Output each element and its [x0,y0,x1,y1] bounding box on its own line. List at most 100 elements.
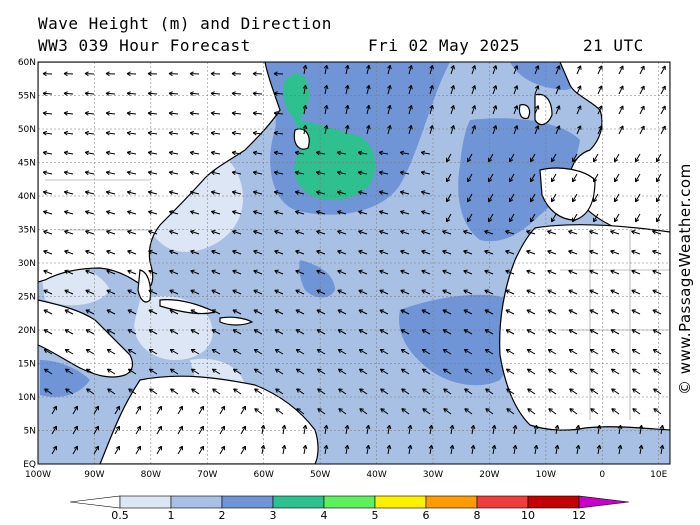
wave-arrow [509,193,515,203]
wave-arrow [302,124,308,135]
wave-arrow [42,170,53,176]
wave-arrow [572,213,578,223]
wave-arrow [589,269,599,275]
wave-arrow [316,368,326,375]
wave-arrow [357,190,368,195]
legend-tick-label: 6 [423,509,430,522]
wave-arrow [337,329,347,335]
wave-arrow [596,444,602,455]
wave-arrow [316,210,326,215]
wave-arrow [610,329,620,335]
wave-arrow [85,289,95,295]
wave-arrow [191,388,200,395]
wave-arrow [211,210,221,215]
wave-arrow [211,289,221,295]
wave-arrow [568,229,578,235]
wave-arrow [323,124,329,135]
wave-arrow [190,368,200,375]
wave-arrow [400,329,410,335]
wave-arrow [170,388,179,395]
wave-arrow [488,173,494,183]
lat-label: EQ [23,460,36,470]
wave-arrow [399,170,410,176]
wave-arrow [358,368,368,375]
wave-arrow [631,348,641,355]
wave-arrow [555,85,561,95]
legend-tick-label: 5 [372,509,379,522]
wave-arrow [252,150,263,156]
wave-arrow [470,444,476,455]
wave-arrow [253,309,263,315]
wave-arrow [429,85,434,95]
wave-arrow [660,65,666,75]
wave-arrow [316,229,326,235]
wave-arrow [105,190,116,195]
wave-arrow [337,368,347,375]
wave-arrow [593,153,599,163]
lon-label: 100W [25,470,51,480]
wave-arrow [408,84,413,95]
wave-arrow [168,111,179,116]
wave-arrow [106,269,116,275]
wave-arrow [387,64,392,75]
wave-arrow [316,329,326,335]
wave-arrow [446,213,452,223]
wave-arrow [253,269,263,275]
wave-arrow [463,348,473,355]
lat-label: 50N [18,125,36,135]
legend-swatch [221,495,274,509]
wave-arrow [492,105,498,115]
legend-tick-label: 12 [572,509,586,522]
wave-arrow [380,388,389,395]
wave-arrow [420,150,431,156]
wave-arrow [379,210,389,215]
wave-arrow [240,425,246,435]
wave-arrow [408,64,413,75]
wave-arrow [63,71,74,77]
wave-arrow [660,125,666,135]
wave-arrow [379,249,389,255]
map-frame [37,61,671,465]
wave-arrow [253,329,263,335]
wave-arrow [631,368,641,375]
wave-arrow [547,368,557,375]
wave-arrow [610,309,620,315]
wave-arrow [253,229,263,235]
wave-arrow [316,348,326,355]
wave-arrow [315,150,326,156]
lon-label: 90W [84,470,104,480]
wave-arrow [190,329,200,335]
wave-arrow [652,348,662,355]
wave-arrow [610,249,620,255]
wave-arrow [555,125,561,135]
wave-arrow [63,130,74,136]
wave-arrow [380,408,389,415]
wave-arrow [652,249,662,255]
wave-arrow [316,249,326,255]
wave-arrow [631,309,641,315]
wave-arrow [379,289,389,295]
wave-arrow [232,210,242,215]
wave-arrow [463,249,473,255]
forecast-date: Fri 02 May 2025 [368,36,520,55]
wave-arrow [219,425,225,435]
wave-arrow [190,269,200,275]
wave-arrow [43,348,53,355]
wave-arrow [471,125,477,135]
wave-arrow [190,309,200,315]
wave-arrow [386,424,392,435]
wave-arrow [105,91,116,96]
wave-arrow [273,170,284,176]
wave-arrow [274,249,284,255]
legend-tick-label: 8 [474,509,481,522]
wave-arrow [575,424,581,435]
wave-arrow [43,249,53,255]
wave-arrow [443,408,452,415]
wave-arrow [198,405,204,415]
wave-arrow [589,289,599,295]
wave-arrow [323,64,329,75]
wave-arrow [408,104,413,115]
legend-tick-label: 0.5 [111,509,129,522]
wave-arrow [72,445,78,455]
